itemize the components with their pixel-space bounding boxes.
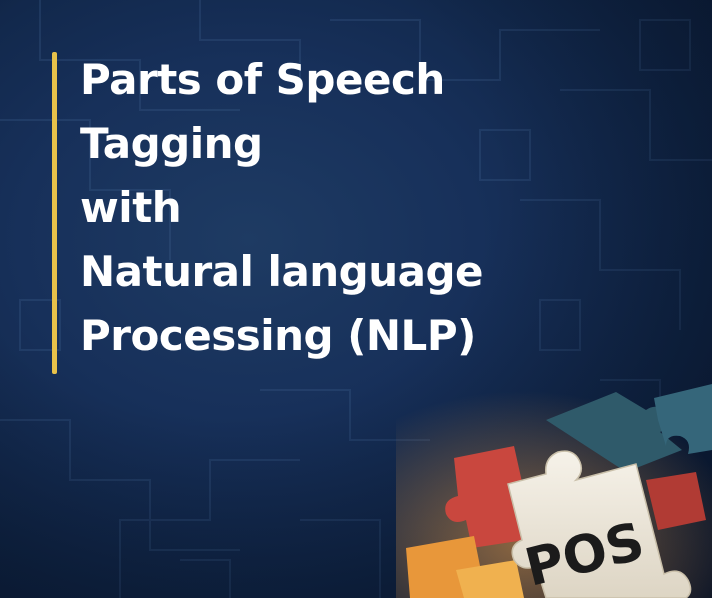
pos-puzzle-piece bbox=[507, 450, 692, 598]
orange-piece-bottom bbox=[456, 560, 524, 598]
teal-piece-top bbox=[546, 392, 682, 472]
title-line-1: Parts of Speech bbox=[80, 55, 445, 104]
title-line-4: Natural language bbox=[80, 247, 484, 296]
title-line-2: Tagging bbox=[80, 119, 263, 168]
page-title: Parts of Speech Tagging with Natural lan… bbox=[80, 48, 484, 368]
accent-bar bbox=[52, 52, 57, 374]
title-line-3: with bbox=[80, 183, 182, 232]
puzzle-pieces-illustration: POS bbox=[396, 380, 712, 598]
red-piece-small bbox=[646, 472, 706, 530]
teal-piece-right bbox=[654, 384, 712, 454]
title-line-5: Processing (NLP) bbox=[80, 311, 476, 360]
